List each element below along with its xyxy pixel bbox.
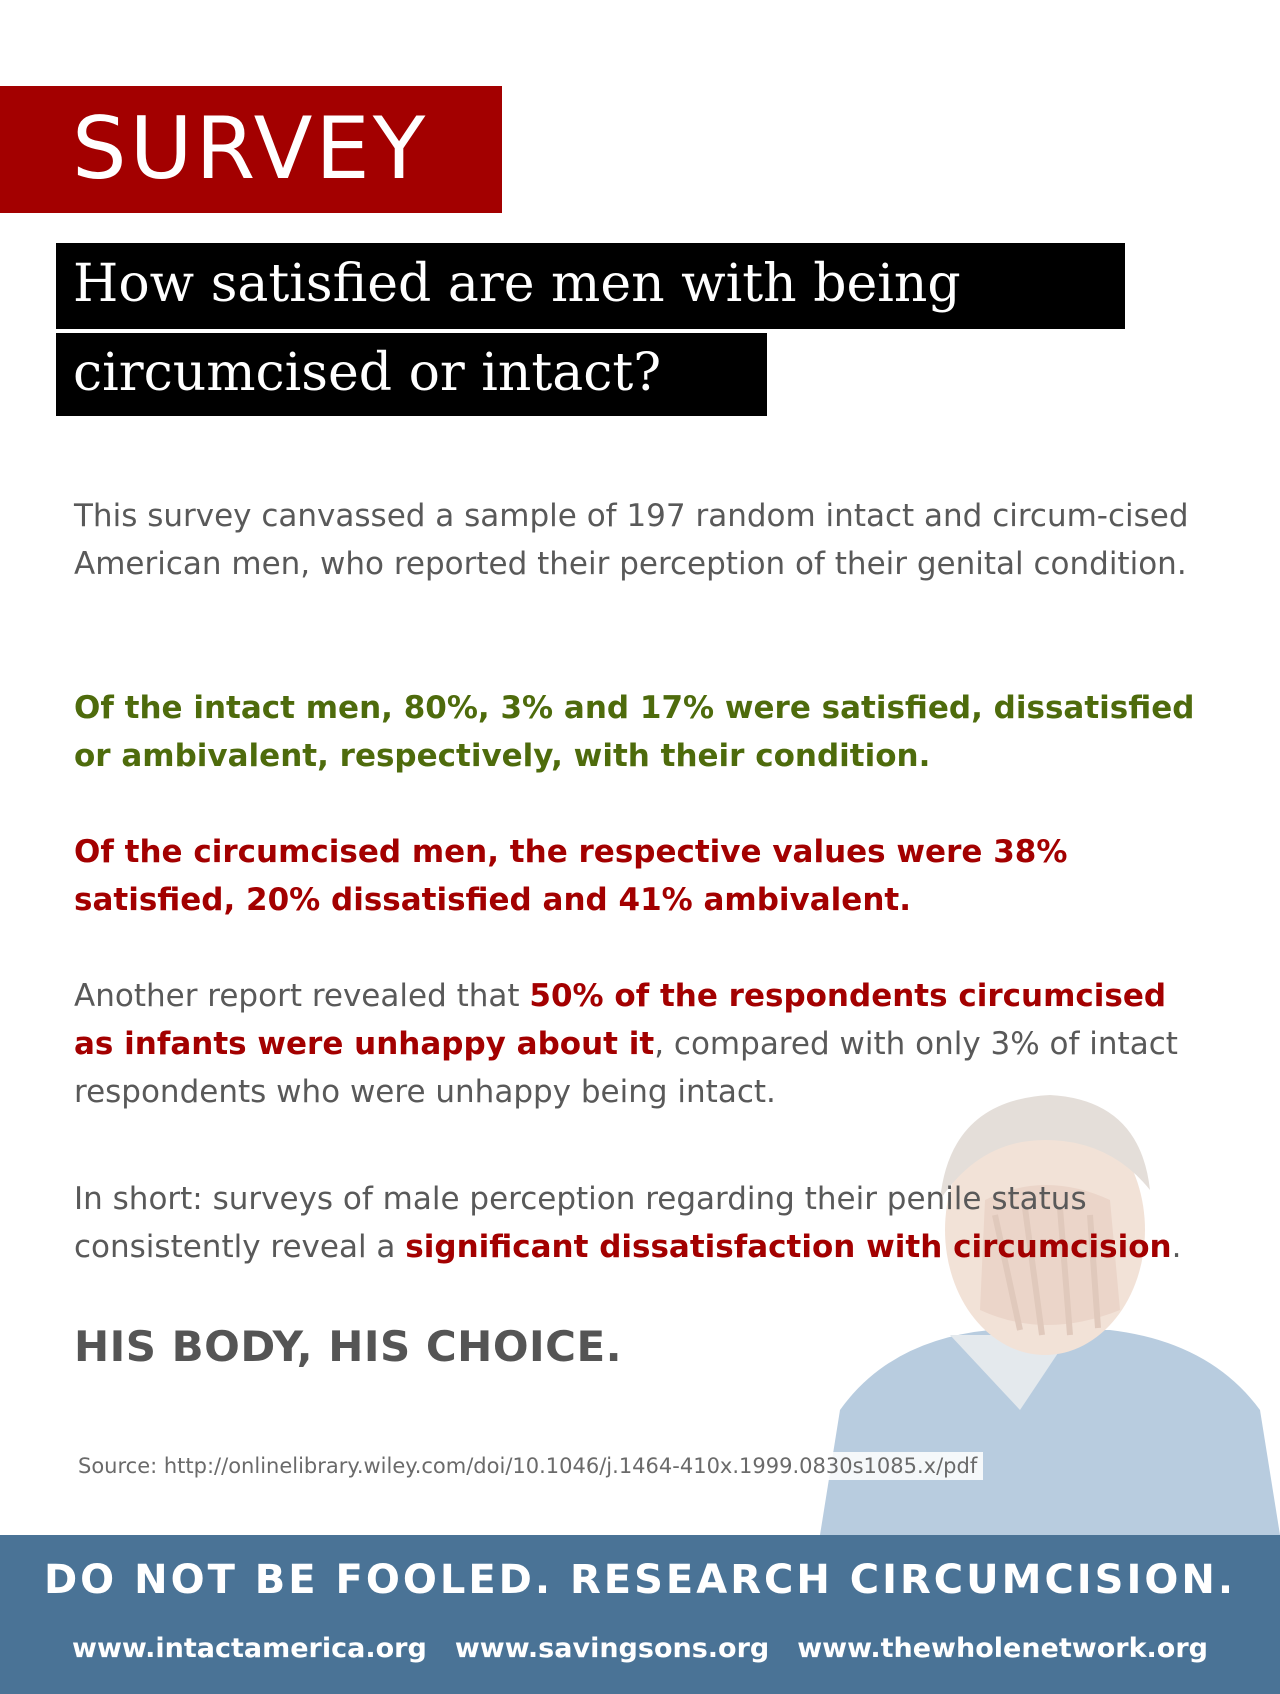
footer-bar: DO NOT BE FOOLED. RESEARCH CIRCUMCISION.… [0, 1535, 1280, 1694]
report-paragraph: Another report revealed that 50% of the … [74, 972, 1204, 1116]
background-photo-man-covering-face [820, 1080, 1280, 1535]
report-suffix: , compared with only 3% of intact respon… [74, 1026, 1178, 1110]
headline-line-1: How satisfied are men with being [56, 243, 1125, 329]
tagline: HIS BODY, HIS CHOICE. [74, 1322, 623, 1371]
circumcised-finding-paragraph: Of the circumcised men, the respective v… [74, 834, 1068, 918]
source-citation: Source: http://onlinelibrary.wiley.com/d… [72, 1452, 984, 1480]
summary-suffix: . [1171, 1229, 1182, 1265]
report-prefix: Another report revealed that [74, 978, 530, 1014]
intact-finding-paragraph: Of the intact men, 80%, 3% and 17% were … [74, 690, 1195, 774]
survey-banner: SURVEY [0, 86, 502, 213]
headline-line-2: circumcised or intact? [56, 333, 767, 416]
summary-highlight: significant dissatisfaction with circumc… [405, 1229, 1172, 1265]
summary-prefix: In short: surveys of male perception reg… [74, 1181, 1087, 1265]
intro-paragraph: This survey canvassed a sample of 197 ra… [74, 498, 1189, 582]
report-highlight: 50% of the respondents circumcised as in… [74, 978, 1167, 1062]
footer-links: www.intactamerica.org www.savingsons.org… [0, 1633, 1280, 1664]
link-savingsons[interactable]: www.savingsons.org [454, 1633, 770, 1664]
footer-slogan: DO NOT BE FOOLED. RESEARCH CIRCUMCISION. [43, 1557, 1237, 1603]
link-intactamerica[interactable]: www.intactamerica.org [72, 1633, 427, 1664]
link-thewholenetwork[interactable]: www.thewholenetwork.org [797, 1633, 1208, 1664]
summary-paragraph: In short: surveys of male perception reg… [74, 1175, 1204, 1271]
